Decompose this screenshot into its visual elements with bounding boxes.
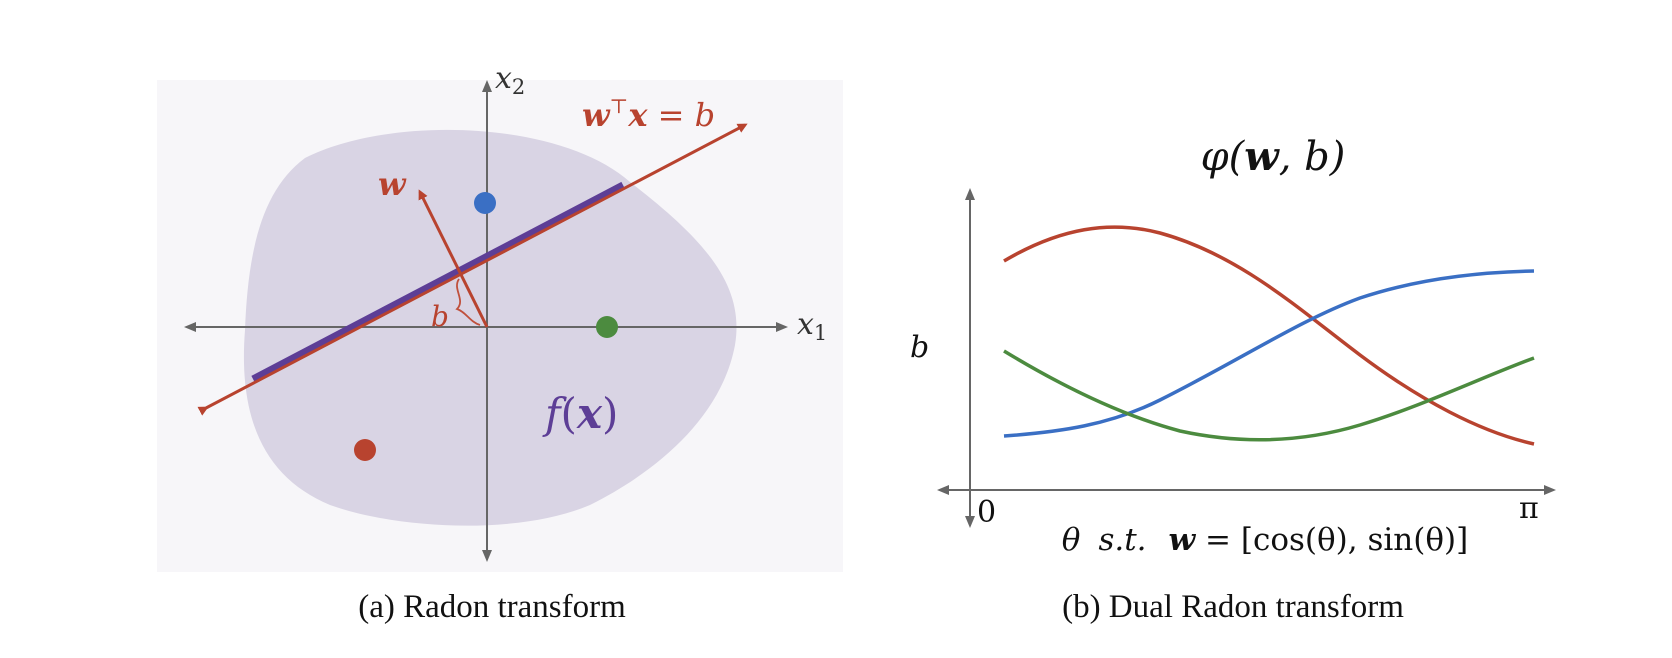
green-point <box>596 316 618 338</box>
panel-a-radon-transform: x1 x2 w⊤x = b w b f(x) (a) Radon transfo… <box>157 61 843 625</box>
green-curve <box>1003 349 1535 442</box>
blue-curve <box>1003 269 1535 438</box>
x2-axis-top-arrow <box>482 80 492 92</box>
x1-axis-left-arrow <box>184 322 196 332</box>
y-axis-label: b <box>910 330 929 365</box>
hyperplane-equation-label: w⊤x = b <box>582 94 715 134</box>
offset-brace <box>455 278 481 326</box>
b-axis-top-arrow <box>965 188 975 200</box>
caption-b: (b) Dual Radon transform <box>1062 589 1404 625</box>
panel-b-dual-radon-transform: φ(w, b) b 0 π θ s.t. w = [cos(θ), sin(θ)] … <box>910 133 1556 625</box>
red-point <box>354 439 376 461</box>
normal-vector-w <box>418 189 489 328</box>
red-curve <box>1003 225 1535 446</box>
theta-axis-left-arrow <box>937 485 949 495</box>
panel-b-title: φ(w, b) <box>1201 133 1346 180</box>
x1-axis-label: x1 <box>797 307 827 345</box>
theta-axis-right-arrow <box>1544 485 1556 495</box>
b-axis-bottom-arrow <box>965 516 975 528</box>
normal-vector-label: w <box>378 165 407 203</box>
x-axis-label: θ s.t. w = [cos(θ), sin(θ)] <box>1062 522 1468 558</box>
x1-axis-right-arrow <box>776 322 788 332</box>
caption-a: (a) Radon transform <box>358 589 626 625</box>
x-start-label: 0 <box>977 495 996 530</box>
function-label: f(x) <box>542 389 618 438</box>
axes-b <box>937 188 1556 528</box>
hyperplane-line <box>197 123 748 416</box>
offset-label: b <box>431 300 449 333</box>
blue-point <box>474 192 496 214</box>
x2-axis-label: x2 <box>495 61 525 99</box>
x-end-label: π <box>1519 491 1539 526</box>
x2-axis-bottom-arrow <box>482 550 492 562</box>
